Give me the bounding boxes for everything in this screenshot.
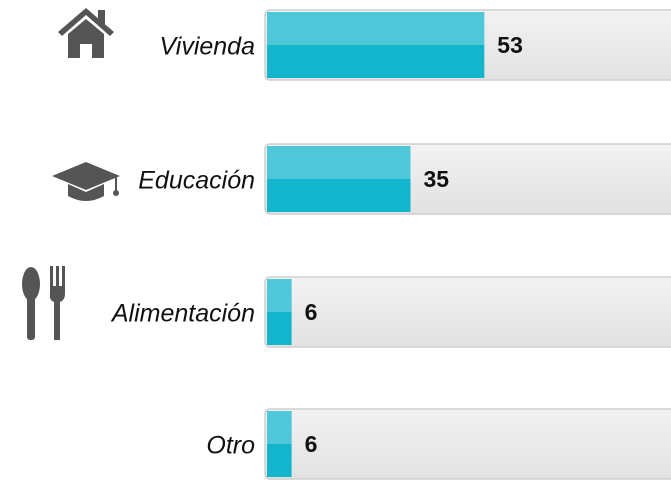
bar-highlight [267,411,292,477]
bar-highlight [267,12,485,78]
category-label: Otro [206,432,255,460]
bar-track [264,408,671,480]
value-label: 6 [305,299,318,325]
bar-track [264,276,671,348]
cutlery-icon [22,266,65,340]
category-label: Educación [138,167,255,195]
category-label: Alimentación [110,300,255,328]
graduation-icon [52,162,120,201]
bar-highlight [267,279,292,345]
category-label: Vivienda [160,33,256,61]
bar-highlight [267,146,411,212]
value-label: 35 [424,166,450,192]
house-icon [58,8,114,58]
value-label: 6 [305,431,318,457]
value-label: 53 [497,32,523,58]
